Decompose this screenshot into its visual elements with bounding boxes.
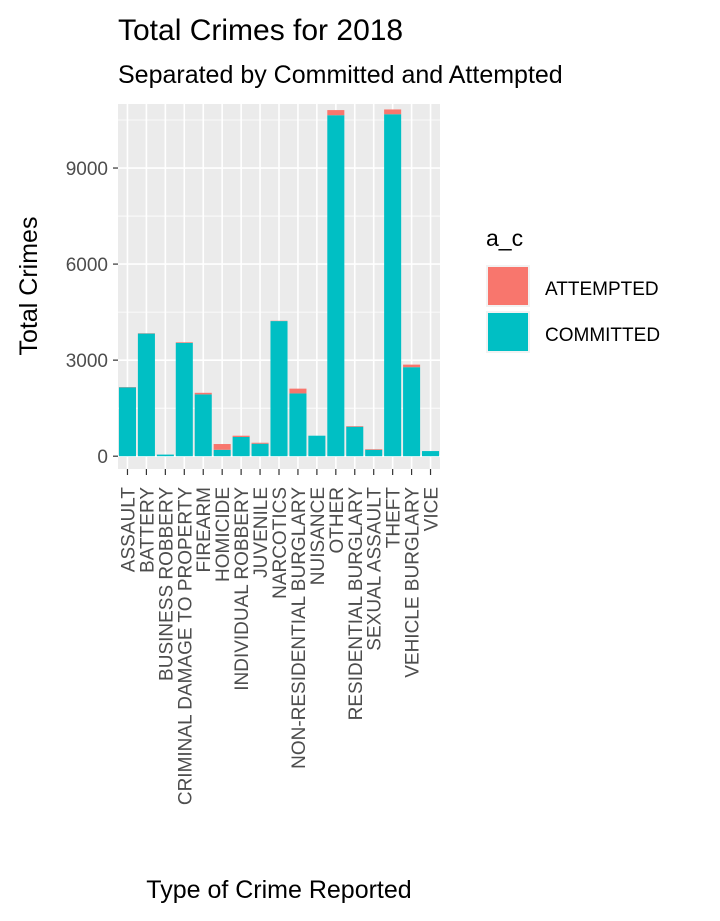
- bar-attempted: [232, 435, 250, 437]
- legend-swatch: [488, 267, 528, 305]
- x-tick-label: SEXUAL ASSAULT: [365, 487, 386, 651]
- bar-committed: [251, 443, 269, 457]
- bar-attempted: [289, 388, 307, 394]
- x-axis-title: Type of Crime Reported: [146, 876, 411, 904]
- bar-committed: [346, 426, 364, 457]
- bar-committed: [365, 449, 383, 457]
- x-tick-label: BATTERY: [137, 487, 158, 573]
- legend-swatch: [488, 313, 528, 351]
- bar-committed: [194, 394, 212, 457]
- x-tick-label: BUSINESS ROBBERY: [156, 487, 177, 681]
- bar-attempted: [384, 109, 402, 115]
- bar-committed: [270, 321, 288, 457]
- x-tick-label: CRIMINAL DAMAGE TO PROPERTY: [175, 487, 196, 805]
- legend-label: COMMITTED: [545, 325, 660, 346]
- bar-committed: [213, 449, 231, 457]
- bar-attempted: [403, 364, 421, 368]
- x-tick-label: NON-RESIDENTIAL BURGLARY: [289, 487, 310, 769]
- bar-committed: [232, 436, 250, 457]
- x-tick-label: OTHER: [327, 487, 348, 554]
- y-axis-title: Total Crimes: [15, 217, 43, 356]
- bar-committed: [156, 454, 174, 457]
- legend-label: ATTEMPTED: [545, 279, 659, 300]
- bar-committed: [327, 115, 345, 457]
- x-tick-label: RESIDENTIAL BURGLARY: [346, 487, 367, 721]
- bar-committed: [137, 333, 155, 457]
- x-tick-label: INDIVIDUAL ROBBERY: [232, 487, 253, 691]
- bar-committed: [422, 451, 440, 457]
- x-tick-label: ASSAULT: [118, 487, 139, 573]
- bar-attempted: [346, 426, 364, 427]
- x-tick-label: VICE: [422, 487, 443, 531]
- x-tick-label: VEHICLE BURGLARY: [403, 487, 424, 678]
- x-tick-label: NUISANCE: [308, 487, 329, 585]
- chart-subtitle: Separated by Committed and Attempted: [118, 61, 563, 89]
- x-tick-label: JUVENILE: [251, 487, 272, 578]
- bar-committed: [175, 342, 193, 457]
- bar-attempted: [194, 392, 212, 395]
- bar-attempted: [175, 342, 193, 343]
- bar-committed: [403, 367, 421, 457]
- bar-committed: [289, 393, 307, 457]
- y-tick-label: 0: [97, 447, 108, 468]
- bar-layer: [118, 109, 440, 457]
- legend: a_c ATTEMPTED COMMITTED: [486, 225, 660, 353]
- bar-attempted: [365, 449, 383, 450]
- legend-title: a_c: [486, 225, 523, 251]
- y-tick-label: 6000: [66, 255, 108, 276]
- y-tick-label: 9000: [66, 159, 108, 180]
- x-tick-label: NARCOTICS: [270, 487, 291, 599]
- bar-committed: [384, 114, 402, 457]
- bar-committed: [118, 387, 136, 457]
- bar-attempted: [251, 442, 269, 444]
- x-tick-label: FIREARM: [194, 487, 215, 573]
- y-tick-label: 3000: [66, 351, 108, 372]
- x-tick-label: HOMICIDE: [213, 487, 234, 582]
- chart-title: Total Crimes for 2018: [118, 14, 403, 47]
- bar-attempted: [213, 444, 231, 450]
- bar-attempted: [327, 110, 345, 116]
- x-tick-label: THEFT: [384, 487, 405, 549]
- bar-committed: [308, 435, 326, 457]
